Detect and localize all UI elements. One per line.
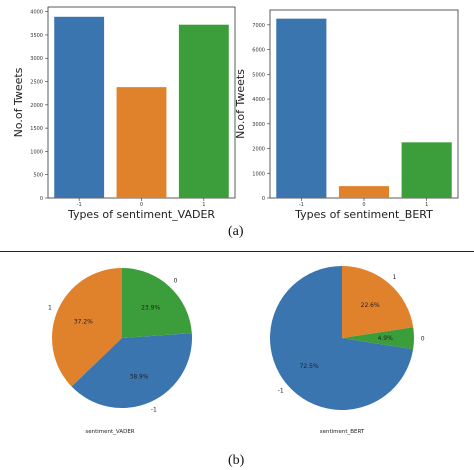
y-tick-label: 0: [262, 196, 265, 202]
pie-category-label: 1: [48, 304, 52, 311]
pie-category-label: 0: [421, 335, 425, 342]
y-tick-label: 7000: [252, 23, 265, 29]
bar-0: [338, 186, 390, 198]
x-tick-label: 0: [362, 202, 365, 208]
pie-3-slice-0: [122, 268, 192, 338]
y-tick-label: 2500: [30, 80, 43, 86]
bar-1: [401, 142, 452, 198]
x-tick-label: -1: [77, 202, 82, 208]
y-axis-label: No.of Tweets: [234, 69, 247, 139]
x-tick-label: 1: [425, 202, 428, 208]
x-axis-label: Types of sentiment_VADER: [67, 208, 215, 221]
pie-4-slice-0: [342, 327, 415, 350]
y-tick-label: 6000: [252, 48, 265, 54]
y-tick-label: 1000: [252, 171, 265, 177]
bar-0: [116, 87, 167, 198]
y-tick-label: 2000: [252, 147, 265, 153]
caption-a: (a): [228, 224, 244, 239]
pie-axis-label: sentiment_BERT: [320, 429, 365, 435]
pie-percent-label: 23.9%: [141, 304, 160, 311]
pie-category-label: -1: [278, 387, 284, 394]
y-tick-label: 2000: [30, 103, 43, 109]
y-tick-label: 3500: [30, 33, 43, 39]
y-tick-label: 1500: [30, 126, 43, 132]
y-tick-label: 500: [33, 173, 43, 179]
y-tick-label: 3000: [252, 122, 265, 128]
pie-4-slice-1: [342, 266, 414, 338]
pie-percent-label: 22.6%: [361, 302, 380, 309]
x-tick-label: 0: [140, 202, 143, 208]
y-tick-label: 0: [40, 196, 43, 202]
panel-divider: [0, 251, 474, 252]
pie-percent-label: 72.5%: [300, 363, 319, 370]
pie-3-slice--1: [71, 333, 192, 409]
y-tick-label: 3000: [30, 56, 43, 62]
pie-category-label: 0: [174, 278, 178, 285]
pie-percent-label: 37.2%: [74, 319, 93, 326]
caption-b: (b): [228, 453, 245, 468]
pie-category-label: 1: [393, 274, 397, 281]
y-axis-label: No.of Tweets: [12, 67, 25, 137]
y-tick-label: 5000: [252, 72, 265, 78]
pie-percent-label: 38.9%: [130, 373, 149, 380]
pie-percent-label: 4.9%: [378, 335, 394, 342]
pie-axis-label: sentiment_VADER: [85, 429, 134, 435]
pie-4-slice--1: [270, 266, 414, 410]
x-tick-label: -1: [299, 202, 304, 208]
bar--1: [276, 18, 327, 198]
bar--1: [54, 16, 105, 198]
x-tick-label: 1: [202, 202, 205, 208]
x-axis-label: Types of sentiment_BERT: [294, 208, 433, 221]
pie-3-slice-1: [52, 268, 123, 387]
pie-category-label: -1: [151, 407, 157, 414]
y-tick-label: 1000: [30, 149, 43, 155]
bar-1: [178, 24, 229, 198]
y-tick-label: 4000: [30, 10, 43, 16]
y-tick-label: 4000: [252, 97, 265, 103]
